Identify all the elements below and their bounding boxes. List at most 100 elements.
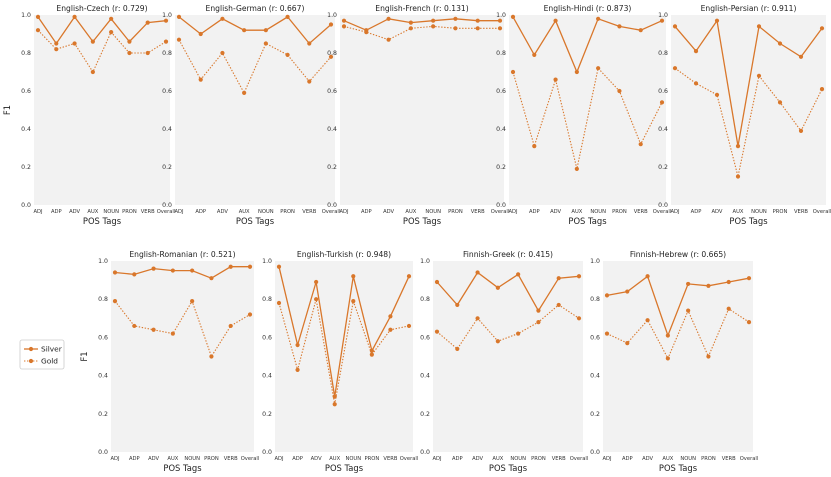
data-point-silver	[576, 274, 582, 279]
data-point-gold	[242, 90, 247, 95]
x-tick-label: ADV	[311, 456, 322, 462]
data-point-silver	[746, 276, 752, 281]
data-point-gold	[35, 28, 41, 33]
data-point-gold	[434, 329, 440, 334]
x-tick-label: Overall	[491, 209, 510, 215]
data-point-gold	[604, 331, 610, 336]
y-tick-label: 0.2	[590, 411, 600, 418]
x-tick-label: PRON	[122, 209, 137, 215]
y-tick-label: 0.6	[262, 334, 272, 341]
x-tick-label: ADP	[129, 456, 140, 462]
x-tick-label: AUX	[239, 209, 250, 215]
data-point-gold	[369, 352, 374, 357]
data-point-silver	[532, 52, 537, 58]
legend-gold-label: Gold	[41, 357, 58, 366]
x-tick-label: ADP	[361, 209, 372, 215]
data-point-silver	[516, 272, 521, 277]
data-point-gold	[209, 354, 214, 359]
x-tick-label: ADP	[292, 456, 303, 462]
x-axis-label: POS Tags	[83, 216, 121, 226]
data-point-silver	[112, 270, 118, 275]
x-tick-label: Overall	[322, 209, 341, 215]
y-tick-label: 1.0	[496, 12, 506, 19]
data-point-silver	[659, 18, 665, 23]
y-tick-label: 1.0	[98, 258, 108, 265]
data-point-gold	[364, 29, 369, 35]
data-point-gold	[625, 341, 630, 346]
data-point-gold	[453, 26, 458, 31]
y-tick-label: 0.6	[21, 88, 31, 95]
y-tick-label: 0.6	[496, 88, 506, 95]
data-point-gold	[576, 316, 582, 321]
data-point-gold	[295, 367, 300, 372]
data-point-silver	[314, 279, 319, 285]
x-tick-label: PRON	[612, 209, 627, 215]
data-point-silver	[388, 314, 393, 319]
data-point-gold	[72, 41, 77, 46]
data-point-gold	[176, 37, 182, 42]
subplot-title: Finnish-Greek (r: 0.415)	[463, 250, 553, 259]
x-tick-label: NOUN	[510, 456, 526, 462]
data-point-gold	[746, 320, 752, 325]
x-axis-label: POS Tags	[659, 463, 697, 473]
series-line-silver	[114, 266, 250, 279]
x-tick-label: ADV	[217, 209, 228, 215]
x-tick-label: ADJ	[339, 209, 349, 215]
data-point-gold	[686, 308, 691, 313]
x-tick-label: ADV	[69, 209, 80, 215]
x-tick-label: ADV	[642, 456, 653, 462]
series-line-gold	[512, 67, 663, 170]
data-point-silver	[453, 16, 458, 21]
y-tick-label: 0.2	[420, 411, 430, 418]
legend-gold-marker	[28, 358, 34, 364]
data-point-silver	[455, 302, 460, 308]
subplot-title: English-Hindi (r: 0.873)	[544, 4, 632, 13]
data-point-gold	[516, 331, 521, 336]
subplot-title: English-Czech (r: 0.729)	[56, 4, 147, 13]
y-tick-label: 0.6	[98, 334, 108, 341]
y-tick-label: 0.4	[327, 126, 337, 133]
x-tick-label: AUX	[733, 209, 744, 215]
y-tick-label: 0.2	[658, 164, 668, 171]
data-point-gold	[328, 54, 334, 59]
data-point-silver	[145, 20, 150, 25]
x-tick-label: NOUN	[680, 456, 696, 462]
series-line-gold	[37, 29, 167, 74]
data-point-silver	[328, 22, 334, 27]
data-point-silver	[625, 289, 630, 294]
data-point-silver	[35, 14, 41, 19]
data-point-gold	[263, 41, 268, 46]
data-point-gold	[536, 320, 541, 325]
data-point-silver	[263, 28, 268, 33]
data-point-gold	[706, 354, 711, 359]
data-point-gold	[285, 52, 290, 58]
data-point-gold	[553, 77, 558, 82]
x-tick-label: VERB	[552, 456, 566, 462]
data-point-gold	[638, 142, 643, 147]
data-point-silver	[163, 18, 169, 23]
y-tick-label: 0.8	[98, 296, 108, 303]
subplot-title: Finnish-Hebrew (r: 0.665)	[630, 250, 726, 259]
y-tick-label: 0.8	[327, 50, 337, 57]
data-point-gold	[556, 302, 561, 308]
data-point-gold	[276, 300, 282, 306]
x-tick-label: NOUN	[345, 456, 361, 462]
data-point-silver	[247, 264, 253, 269]
data-point-silver	[408, 20, 413, 25]
data-point-silver	[132, 272, 137, 277]
y-tick-label: 0.4	[98, 373, 108, 380]
x-tick-label: PRON	[701, 456, 716, 462]
series-line-gold	[606, 307, 750, 360]
x-tick-label: AUX	[167, 456, 178, 462]
legend-silver-label: Silver	[41, 345, 63, 354]
legend-silver-marker	[28, 346, 34, 352]
data-point-gold	[777, 100, 783, 105]
y-tick-label: 0.6	[658, 88, 668, 95]
data-point-silver	[228, 264, 233, 269]
y-tick-label: 0.2	[496, 164, 506, 171]
data-point-gold	[659, 100, 665, 105]
data-point-silver	[536, 308, 541, 313]
x-tick-label: PRON	[773, 209, 788, 215]
series-line-silver	[343, 18, 500, 31]
data-point-silver	[276, 264, 282, 269]
